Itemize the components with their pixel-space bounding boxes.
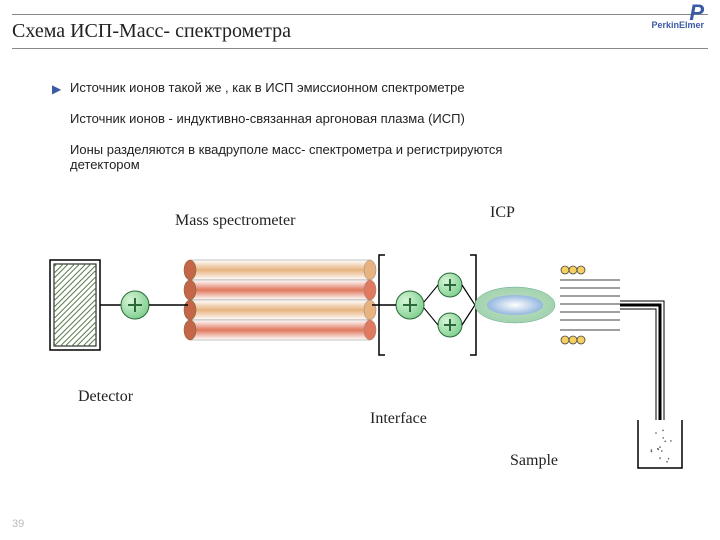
text-line-1: Источник ионов такой же , как в ИСП эмис… xyxy=(70,80,700,95)
rule-bottom xyxy=(12,48,708,49)
label-ms: Mass spectrometer xyxy=(175,212,295,230)
bullet-icon: ▶ xyxy=(52,82,61,97)
text-line-2: Источник ионов - индуктивно-связанная ар… xyxy=(70,111,700,126)
brand-name: PerkinElmer xyxy=(651,20,704,30)
brand-logo: P PerkinElmer xyxy=(651,6,704,30)
body-text: Источник ионов такой же , как в ИСП эмис… xyxy=(70,80,700,188)
label-icp: ICP xyxy=(490,204,515,222)
text-line-3: Ионы разделяются в квадруполе масс- спек… xyxy=(70,142,700,157)
page-number: 39 xyxy=(12,518,24,530)
icp-ms-diagram xyxy=(40,230,700,490)
text-line-4: детектором xyxy=(70,157,700,172)
rule-top xyxy=(12,14,708,15)
page-title: Схема ИСП-Масс- спектрометра xyxy=(12,20,291,43)
